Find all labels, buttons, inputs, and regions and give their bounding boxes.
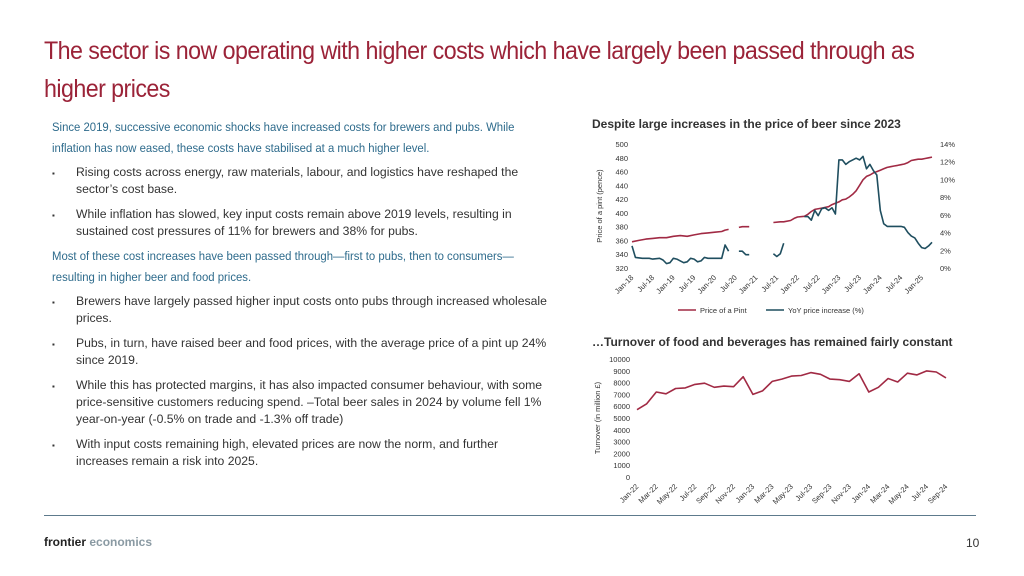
y-tick-label: 380: [615, 223, 628, 232]
bullet-item: ▪ Pubs, in turn, have raised beer and foo…: [52, 336, 547, 367]
price-chart: 500 480 460 440 420 400 380 360 340 320 14% 12% 10% 8…: [595, 140, 955, 315]
bullet-item: ▪ With input costs remaining high, elevat…: [52, 437, 499, 468]
y-tick-label: 2000: [613, 449, 630, 458]
series-line-turnover: [636, 370, 947, 411]
y-tick-label: 360: [615, 236, 628, 245]
y-tick-label: 5000: [613, 414, 630, 423]
bullet-item: ▪ Rising costs across energy, raw materia…: [52, 165, 519, 196]
y-tick-label: 320: [615, 264, 628, 273]
left-text-column: Since 2019, successive economic shocks h…: [52, 117, 547, 470]
footer-divider: [44, 515, 976, 516]
y-axis-label: Price of a pint (pence): [595, 169, 604, 243]
bullet-marker: ▪: [52, 441, 55, 450]
brand-logo: frontier economics: [44, 535, 153, 549]
x-tick-label: Jan-22: [618, 482, 641, 505]
series-line-yoy: [738, 250, 750, 256]
y-tick-label: 460: [615, 168, 628, 177]
y-axis-label: Turnover (in million £): [593, 381, 602, 454]
x-tick-label: Jan-19: [654, 273, 677, 296]
y-tick-label: 400: [615, 209, 628, 218]
bullet-item: ▪ While inflation has slowed, key input c…: [52, 207, 512, 238]
y-tick-label: 8000: [613, 379, 630, 388]
x-tick-label: Sep-24: [926, 482, 949, 505]
page-number: 10: [966, 536, 980, 550]
bullet-item: ▪ While this has protected margins, it ha…: [52, 378, 543, 426]
x-tick-label: Jul-19: [677, 273, 698, 294]
y2-tick-label: 12%: [940, 158, 955, 167]
y-tick-label: 0: [626, 473, 630, 482]
y2-tick-label: 6%: [940, 211, 951, 220]
y2-tick-label: 4%: [940, 229, 951, 238]
x-tick-label: Nov-23: [829, 482, 852, 505]
y2-tick-label: 2%: [940, 246, 951, 255]
y-tick-label: 3000: [613, 438, 630, 447]
bullet-marker: ▪: [52, 340, 55, 349]
highlight-text-2: Most of these cost increases have been p…: [52, 249, 514, 284]
x-tick-label: Jan-22: [778, 273, 801, 296]
y-tick-label: 4000: [613, 426, 630, 435]
legend-label-price: Price of a Pint: [700, 306, 748, 315]
x-tick-label: Sep-23: [810, 482, 833, 505]
x-tick-label: Jan-25: [902, 273, 925, 296]
x-tick-label: Jan-23: [820, 273, 843, 296]
y-tick-label: 6000: [613, 402, 630, 411]
y2-tick-label: 10%: [940, 175, 955, 184]
x-tick-label: Jan-23: [734, 482, 757, 505]
legend-label-yoy: YoY price increase (%): [788, 306, 864, 315]
x-tick-label: Jul-23: [842, 273, 863, 294]
x-tick-label: Jan-18: [613, 273, 636, 296]
y2-tick-label: 14%: [940, 140, 955, 149]
x-tick-label: May-24: [887, 482, 911, 506]
series-line-yoy: [631, 244, 730, 265]
y-tick-label: 7000: [613, 390, 630, 399]
y2-tick-label: 8%: [940, 193, 951, 202]
x-tick-label: May-23: [771, 482, 795, 506]
x-tick-label: Jul-21: [759, 273, 780, 294]
chart2-title: …Turnover of food and beverages has rema…: [592, 335, 953, 349]
chart1-title: Despite large increases in the price of …: [592, 117, 901, 131]
y-tick-label: 500: [615, 140, 628, 149]
bullet-marker: ▪: [52, 382, 55, 391]
y-tick-label: 10000: [609, 355, 630, 364]
y-tick-label: 440: [615, 181, 628, 190]
x-tick-label: Nov-22: [714, 482, 737, 505]
series-line-yoy: [804, 155, 933, 250]
turnover-chart: 1000090008000700060005000400030002000100…: [593, 355, 949, 506]
x-tick-label: Jul-18: [635, 273, 656, 294]
x-tick-label: Jan-24: [850, 482, 873, 505]
series-line-price: [631, 228, 729, 243]
y-tick-label: 1000: [613, 461, 630, 470]
x-tick-label: Jan-20: [696, 273, 719, 296]
y-tick-label: 480: [615, 154, 628, 163]
bullet-item: ▪ Brewers have largely passed higher inpu…: [52, 294, 547, 325]
y-tick-label: 9000: [613, 367, 630, 376]
bullet-marker: ▪: [52, 211, 55, 220]
series-line-yoy: [772, 242, 785, 258]
y2-tick-label: 0%: [940, 264, 951, 273]
x-tick-label: Jul-20: [718, 273, 739, 294]
series-line-price: [773, 156, 933, 224]
bullet-marker: ▪: [52, 298, 55, 307]
x-tick-label: Jul-22: [801, 273, 822, 294]
x-tick-label: Sep-22: [694, 482, 717, 505]
bullet-marker: ▪: [52, 169, 55, 178]
series-line-price: [738, 225, 750, 229]
x-tick-label: Jan-21: [737, 273, 760, 296]
y-tick-label: 420: [615, 195, 628, 204]
x-tick-label: May-22: [655, 482, 679, 506]
highlight-text-1: Since 2019, successive economic shocks h…: [52, 120, 515, 155]
y-tick-label: 340: [615, 250, 628, 259]
x-tick-label: Jan-24: [861, 273, 884, 296]
x-tick-label: Jul-24: [884, 273, 905, 294]
page-title: The sector is now operating with higher …: [44, 37, 915, 103]
